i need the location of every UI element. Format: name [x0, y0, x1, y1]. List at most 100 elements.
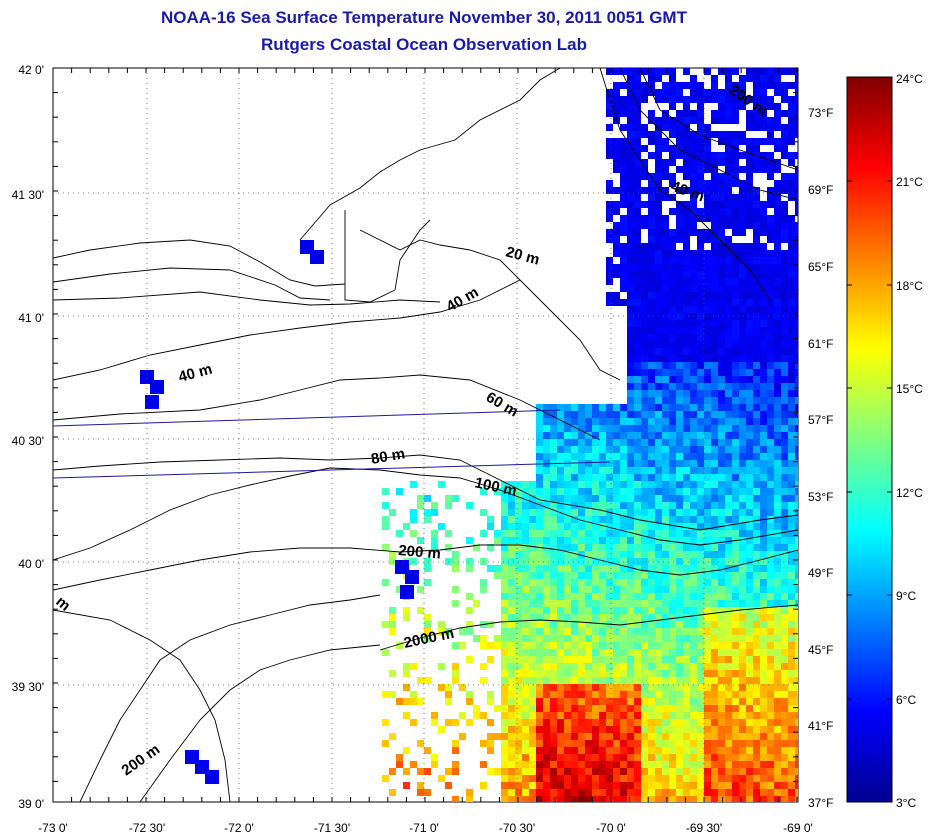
sst-pixel: [690, 509, 697, 516]
sst-pixel: [620, 796, 627, 802]
sst-pixel: [669, 544, 676, 551]
sst-pixel: [536, 600, 543, 607]
sst-pixel: [753, 362, 760, 369]
sst-pixel: [690, 334, 697, 341]
sst-pixel: [557, 488, 564, 495]
sst-pixel: [697, 495, 704, 502]
sst-pixel: [641, 404, 648, 411]
sst-pixel: [669, 579, 676, 586]
sst-pixel: [676, 82, 683, 89]
sst-pixel: [571, 579, 578, 586]
sst-pixel: [774, 593, 781, 600]
sst-pixel: [641, 89, 648, 96]
sst-pixel: [529, 572, 536, 579]
sst-pixel: [578, 425, 585, 432]
sst-pixel: [382, 621, 389, 628]
sst-pixel: [788, 334, 795, 341]
sst-pixel: [788, 124, 795, 131]
sst-pixel: [508, 649, 515, 656]
sst-pixel: [725, 271, 732, 278]
sst-pixel: [753, 243, 760, 250]
sst-pixel: [732, 775, 739, 782]
sst-pixel: [634, 460, 641, 467]
sst-pixel: [578, 509, 585, 516]
sst-pixel: [473, 705, 480, 712]
sst-pixel: [767, 509, 774, 516]
sst-pixel: [487, 621, 494, 628]
sst-pixel: [725, 509, 732, 516]
sst-pixel: [711, 96, 718, 103]
sst-pixel: [529, 782, 536, 789]
sst-pixel: [753, 712, 760, 719]
sst-pixel: [746, 719, 753, 726]
sst-pixel: [648, 418, 655, 425]
sst-pixel: [718, 775, 725, 782]
sst-pixel: [676, 572, 683, 579]
sst-pixel: [543, 698, 550, 705]
sst-pixel: [529, 698, 536, 705]
sst-pixel: [704, 481, 711, 488]
sst-pixel: [676, 670, 683, 677]
sst-pixel: [704, 705, 711, 712]
sst-pixel: [606, 180, 613, 187]
sst-pixel: [753, 236, 760, 243]
sst-pixel: [725, 68, 732, 75]
sst-pixel: [529, 502, 536, 509]
sst-pixel: [613, 453, 620, 460]
sst-pixel: [753, 789, 760, 796]
sst-pixel: [613, 698, 620, 705]
sst-pixel: [732, 285, 739, 292]
isobath-40m: [53, 279, 521, 381]
isobath-20m-west: [53, 291, 441, 306]
sst-pixel: [662, 320, 669, 327]
sst-pixel: [704, 264, 711, 271]
sst-pixel: [746, 481, 753, 488]
sst-pixel: [718, 320, 725, 327]
sst-pixel: [648, 586, 655, 593]
sst-pixel: [676, 271, 683, 278]
sst-pixel: [613, 236, 620, 243]
sst-pixel: [788, 495, 795, 502]
sst-pixel: [641, 579, 648, 586]
sst-pixel: [690, 747, 697, 754]
sst-pixel: [543, 740, 550, 747]
sst-pixel: [676, 761, 683, 768]
sst-pixel: [739, 474, 746, 481]
sst-pixel: [711, 299, 718, 306]
sst-pixel: [690, 684, 697, 691]
sst-pixel: [620, 96, 627, 103]
sst-pixel: [683, 313, 690, 320]
sst-pixel: [697, 306, 704, 313]
sst-pixel: [683, 222, 690, 229]
sst-pixel: [655, 572, 662, 579]
sst-pixel: [550, 635, 557, 642]
sst-pixel: [774, 236, 781, 243]
sst-pixel: [606, 103, 613, 110]
sst-pixel: [704, 782, 711, 789]
sst-pixel: [606, 215, 613, 222]
sst-pixel: [704, 285, 711, 292]
sst-pixel: [732, 264, 739, 271]
sst-pixel: [508, 509, 515, 516]
sst-pixel: [795, 243, 798, 250]
sst-pixel: [753, 292, 760, 299]
sst-pixel: [641, 747, 648, 754]
sst-pixel: [760, 362, 767, 369]
sst-pixel: [543, 656, 550, 663]
sst-pixel: [662, 348, 669, 355]
sst-pixel: [634, 432, 641, 439]
sst-pixel: [543, 600, 550, 607]
sst-pixel: [788, 306, 795, 313]
sst-pixel: [655, 537, 662, 544]
isobath-200m: [53, 544, 798, 591]
sst-pixel: [676, 474, 683, 481]
sst-pixel: [487, 719, 494, 726]
sst-pixel: [648, 705, 655, 712]
sst-pixel: [669, 173, 676, 180]
sst-pixel: [655, 173, 662, 180]
sst-pixel: [648, 257, 655, 264]
sst-pixel: [683, 467, 690, 474]
sst-pixel: [627, 320, 634, 327]
sst-pixel: [445, 782, 452, 789]
sst-pixel: [711, 362, 718, 369]
